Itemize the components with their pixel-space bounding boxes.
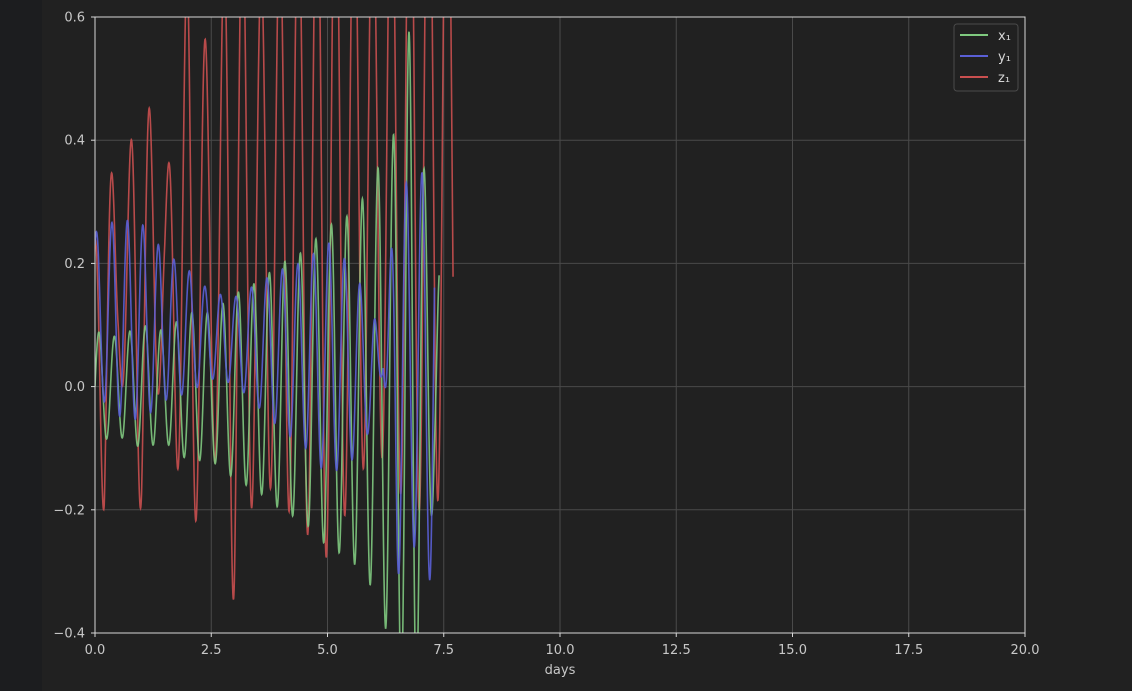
x-tick-label: 7.5 bbox=[433, 643, 454, 658]
y-tick-label: −0.4 bbox=[53, 627, 85, 642]
x-tick-label: 10.0 bbox=[546, 643, 575, 658]
ticks: 0.0 2.5 5.0 7.5 10.0 12.5 15.0 17.5 20.0 −0.4 −0.2… bbox=[53, 11, 1039, 659]
series-line-1 bbox=[95, 172, 436, 581]
series-layer bbox=[95, 17, 454, 633]
x-tick-label: 15.0 bbox=[778, 643, 807, 658]
y-tick-label: 0.0 bbox=[64, 380, 85, 395]
x-tick-label: 0.0 bbox=[85, 643, 106, 658]
y-tick-label: 0.2 bbox=[64, 257, 85, 272]
x-tick-label: 20.0 bbox=[1011, 643, 1040, 658]
y-tick-label: 0.4 bbox=[64, 134, 85, 149]
legend-label-y1: y₁ bbox=[998, 50, 1011, 65]
x-tick-label: 12.5 bbox=[662, 643, 691, 658]
x-tick-label: 5.0 bbox=[317, 643, 338, 658]
x-tick-label: 2.5 bbox=[201, 643, 222, 658]
x-tick-label: 17.5 bbox=[894, 643, 923, 658]
x-axis-label: days bbox=[545, 663, 576, 678]
y-tick-label: 0.6 bbox=[64, 11, 85, 26]
line-chart: 0.0 2.5 5.0 7.5 10.0 12.5 15.0 17.5 20.0 −0.4 −0.2… bbox=[53, 11, 1039, 679]
series-line-0 bbox=[95, 31, 440, 633]
legend: x₁ y₁ z₁ bbox=[953, 23, 1019, 92]
legend-box bbox=[953, 23, 1019, 92]
legend-label-x1: x₁ bbox=[998, 29, 1011, 44]
y-tick-label: −0.2 bbox=[53, 503, 85, 518]
legend-label-z1: z₁ bbox=[998, 71, 1010, 86]
figure: 0.0 2.5 5.0 7.5 10.0 12.5 15.0 17.5 20.0 −0.4 −0.2… bbox=[42, 0, 1132, 691]
